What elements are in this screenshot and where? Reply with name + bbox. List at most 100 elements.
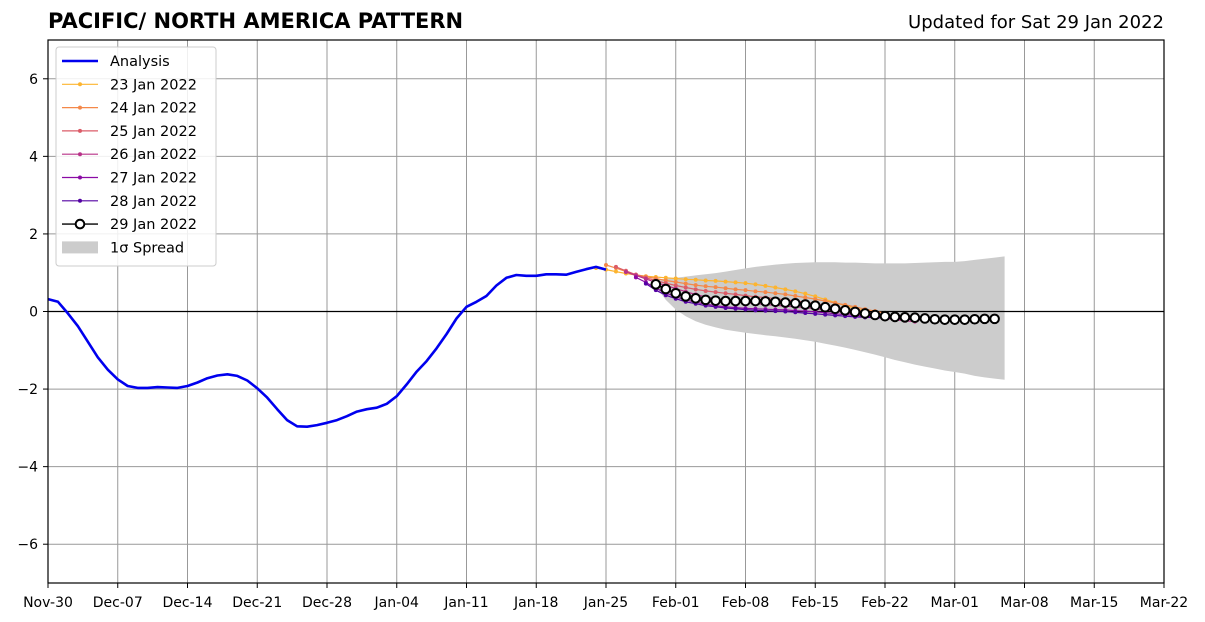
legend-label: 28 Jan 2022	[110, 194, 197, 210]
forecast-point	[799, 299, 811, 310]
forecast-point	[753, 289, 758, 294]
forecast-point	[823, 312, 828, 317]
forecast-point	[750, 295, 761, 307]
x-tick-label: Mar-22	[1140, 595, 1188, 611]
forecast-point	[760, 296, 771, 307]
forecast-point	[763, 308, 768, 313]
legend-label: 24 Jan 2022	[110, 101, 197, 117]
legend-label: 1σ Spread	[110, 240, 184, 256]
y-tick-label: 2	[29, 227, 38, 243]
legend-label: 26 Jan 2022	[110, 147, 197, 163]
forecast-point	[693, 277, 698, 282]
forecast-point	[713, 278, 718, 283]
x-tick-label: Jan-11	[443, 595, 488, 611]
forecast-point	[670, 287, 682, 299]
forecast-point	[723, 291, 728, 296]
axis-ticks: Nov-30 Dec-07 Dec-14 Dec-21 Dec-28 Jan-04 Jan-…	[17, 72, 1188, 611]
x-tick-label: Feb-15	[791, 595, 839, 611]
forecast-point	[949, 314, 961, 325]
forecast-point	[683, 285, 688, 290]
forecast-point	[743, 307, 748, 312]
forecast-point	[773, 285, 778, 290]
forecast-point	[733, 287, 738, 292]
x-tick-label: Feb-01	[652, 595, 700, 611]
spread-band	[655, 256, 1005, 382]
forecast-point	[929, 313, 941, 325]
forecast-point	[770, 296, 781, 308]
legend-marker	[78, 128, 83, 133]
forecast-point	[743, 281, 748, 286]
legend-marker	[78, 105, 83, 110]
forecast-point	[743, 288, 748, 293]
legend-marker	[78, 198, 83, 203]
forecast-point	[833, 313, 838, 318]
forecast-point	[803, 295, 808, 300]
forecast-point	[793, 310, 798, 315]
forecast-point	[693, 287, 698, 292]
forecast-point	[723, 279, 728, 284]
forecast-point	[703, 288, 708, 293]
legend-marker	[78, 175, 83, 180]
legend: Analysis 23 Jan 2022 24 Jan 2022 25 Jan 202…	[55, 46, 217, 267]
chart-subtitle: Updated for Sat 29 Jan 2022	[908, 12, 1164, 33]
y-tick-label: 4	[29, 149, 38, 165]
forecast-point	[623, 269, 628, 274]
forecast-point	[879, 310, 891, 322]
forecast-point	[763, 290, 768, 295]
forecast-point	[773, 291, 778, 296]
forecast-point	[793, 293, 798, 298]
legend-marker	[78, 152, 83, 157]
forecast-point	[613, 264, 618, 269]
y-tick-label: 6	[29, 72, 38, 88]
legend-marker	[78, 82, 83, 87]
x-tick-label: Dec-21	[232, 595, 282, 611]
forecast-point	[723, 286, 728, 291]
forecast-point	[720, 295, 731, 307]
y-tick-label: −4	[17, 460, 38, 476]
forecast-point	[763, 283, 768, 288]
forecast-point	[849, 306, 861, 318]
forecast-point	[859, 308, 871, 319]
x-tick-label: Jan-18	[513, 595, 558, 611]
forecast-point	[959, 314, 971, 325]
forecast-point	[803, 311, 808, 316]
x-tick-label: Mar-01	[931, 595, 979, 611]
y-tick-label: 0	[29, 305, 38, 321]
forecast-point	[733, 306, 738, 311]
x-tick-label: Dec-14	[163, 595, 213, 611]
forecast-point	[650, 279, 662, 290]
forecast-point	[733, 292, 738, 297]
forecast-point	[633, 275, 638, 280]
forecast-point	[783, 309, 788, 314]
forecast-point	[809, 300, 821, 311]
series-lines	[47, 262, 1000, 429]
forecast-point	[690, 293, 701, 304]
forecast-point	[683, 277, 688, 282]
forecast-point	[919, 313, 931, 324]
x-tick-label: Jan-04	[374, 595, 420, 611]
y-tick-label: −2	[17, 382, 38, 398]
forecast-point	[700, 294, 711, 306]
forecast-point	[740, 295, 751, 307]
forecast-point	[713, 290, 718, 295]
forecast-point	[680, 291, 692, 302]
forecast-point	[780, 297, 791, 308]
forecast-point	[783, 292, 788, 297]
legend-label: 25 Jan 2022	[110, 124, 197, 140]
forecast-point	[710, 295, 721, 306]
forecast-point	[693, 283, 698, 288]
x-tick-label: Jan-25	[583, 595, 628, 611]
x-tick-label: Mar-08	[1000, 595, 1048, 611]
forecast-point	[773, 309, 778, 314]
forecast-point	[613, 269, 618, 274]
x-tick-label: Dec-28	[302, 595, 352, 611]
legend-swatch	[62, 241, 98, 254]
forecast-point	[730, 295, 741, 307]
forecast-point	[723, 306, 728, 311]
forecast-point	[869, 309, 881, 321]
forecast-point	[819, 301, 831, 313]
forecast-point	[703, 284, 708, 289]
forecast-point	[673, 276, 678, 281]
legend-label: 27 Jan 2022	[110, 171, 197, 187]
